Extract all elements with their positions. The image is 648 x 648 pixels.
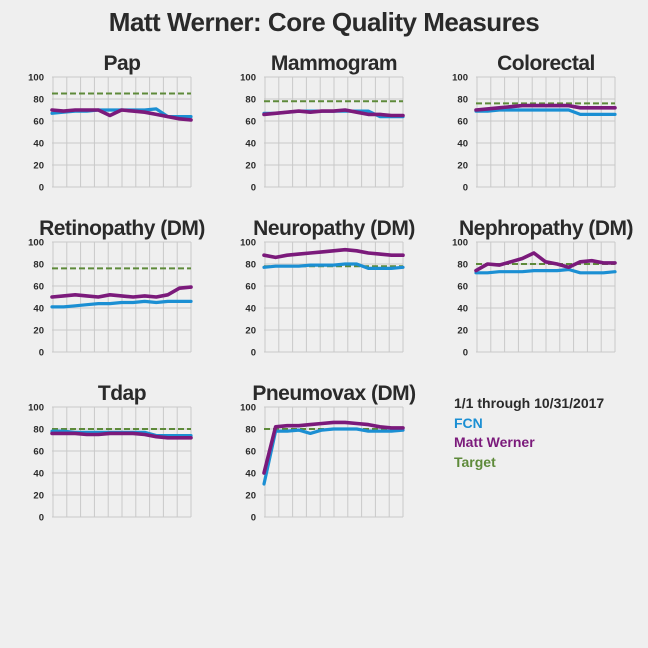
y-tick-label: 100 xyxy=(452,238,468,249)
provider-series-line xyxy=(50,431,193,440)
panel-title-pap: Pap xyxy=(103,52,141,75)
y-tick-label: 80 xyxy=(245,95,256,106)
y-tick-label: 20 xyxy=(245,326,256,337)
y-tick-label: 40 xyxy=(33,304,44,315)
y-tick-label: 20 xyxy=(245,491,256,502)
y-tick-label: 20 xyxy=(33,491,44,502)
y-tick-label: 100 xyxy=(240,238,256,249)
provider-series-line xyxy=(474,103,617,112)
legend-item-provider: Matt Werner xyxy=(454,434,535,450)
chart-panel: 0 20 40 60 80 100 xyxy=(240,73,405,194)
y-tick-label: 80 xyxy=(457,260,468,271)
panel-title-mammogram: Mammogram xyxy=(270,52,398,75)
panel-title-nephropathy: Nephropathy (DM) xyxy=(459,217,634,240)
fcn-series-line xyxy=(474,108,617,117)
provider-series-line xyxy=(50,285,193,299)
y-tick-label: 60 xyxy=(245,117,256,128)
y-tick-label: 0 xyxy=(39,183,44,194)
y-tick-label: 0 xyxy=(463,183,468,194)
chart-panel: 0 20 40 60 80 100 xyxy=(452,73,617,194)
provider-series-line xyxy=(474,251,617,273)
panel-title-retinopathy: Retinopathy (DM) xyxy=(39,217,205,240)
y-tick-label: 100 xyxy=(240,73,256,84)
y-tick-label: 60 xyxy=(33,117,44,128)
panel-title-pneumovax: Pneumovax (DM) xyxy=(252,382,416,405)
chart-panel: 0 20 40 60 80 100 xyxy=(452,238,617,359)
y-tick-label: 100 xyxy=(240,403,256,414)
y-tick-label: 80 xyxy=(33,425,44,436)
y-tick-label: 60 xyxy=(33,282,44,293)
fcn-series-line xyxy=(262,427,405,486)
chart-panel: 0 20 40 60 80 100 xyxy=(28,73,193,194)
legend: 1/1 through 10/31/2017 FCN Matt Werner T… xyxy=(454,394,604,472)
y-tick-label: 60 xyxy=(245,447,256,458)
chart-panel: 0 20 40 60 80 100 xyxy=(240,403,405,524)
y-tick-label: 60 xyxy=(245,282,256,293)
fcn-series-line xyxy=(474,267,617,275)
panel-title-tdap: Tdap xyxy=(97,382,147,405)
y-tick-label: 80 xyxy=(245,260,256,271)
y-tick-label: 40 xyxy=(245,304,256,315)
y-tick-label: 100 xyxy=(28,73,44,84)
y-tick-label: 40 xyxy=(245,469,256,480)
y-tick-label: 20 xyxy=(33,161,44,172)
y-tick-label: 60 xyxy=(457,117,468,128)
legend-item-target: Target xyxy=(454,453,496,470)
y-tick-label: 40 xyxy=(33,139,44,150)
y-tick-label: 100 xyxy=(452,73,468,84)
y-tick-label: 40 xyxy=(245,139,256,150)
panel-title-neuropathy: Neuropathy (DM) xyxy=(253,217,415,240)
y-tick-label: 20 xyxy=(457,326,468,337)
chart-panel: 0 20 40 60 80 100 xyxy=(240,238,405,359)
fcn-series-line xyxy=(50,299,193,309)
y-tick-label: 80 xyxy=(457,95,468,106)
chart-panel: 0 20 40 60 80 100 xyxy=(28,403,193,524)
legend-period: 1/1 through 10/31/2017 xyxy=(454,395,605,411)
y-tick-label: 100 xyxy=(28,403,44,414)
y-tick-label: 0 xyxy=(39,513,44,524)
y-tick-label: 40 xyxy=(457,304,468,315)
y-tick-label: 20 xyxy=(245,161,256,172)
y-tick-label: 0 xyxy=(463,348,468,359)
page-title: Matt Werner: Core Quality Measures xyxy=(108,7,540,37)
y-tick-label: 80 xyxy=(245,425,256,436)
y-tick-label: 0 xyxy=(39,348,44,359)
y-tick-label: 40 xyxy=(457,139,468,150)
provider-series-line xyxy=(262,420,405,475)
y-tick-label: 40 xyxy=(33,469,44,480)
y-tick-label: 0 xyxy=(251,183,256,194)
provider-series-line xyxy=(50,108,193,122)
panel-title-colorectal: Colorectal xyxy=(497,52,595,75)
provider-series-line xyxy=(262,108,405,118)
y-tick-label: 80 xyxy=(33,95,44,106)
y-tick-label: 0 xyxy=(251,513,256,524)
y-tick-label: 80 xyxy=(33,260,44,271)
y-tick-label: 20 xyxy=(457,161,468,172)
y-tick-label: 100 xyxy=(28,238,44,249)
y-tick-label: 60 xyxy=(33,447,44,458)
y-tick-label: 0 xyxy=(251,348,256,359)
y-tick-label: 60 xyxy=(457,282,468,293)
chart-panel: 0 20 40 60 80 100 xyxy=(28,238,193,359)
fcn-series-line xyxy=(262,262,405,270)
legend-item-fcn: FCN xyxy=(454,414,483,431)
y-tick-label: 20 xyxy=(33,326,44,337)
provider-series-line xyxy=(262,247,405,260)
